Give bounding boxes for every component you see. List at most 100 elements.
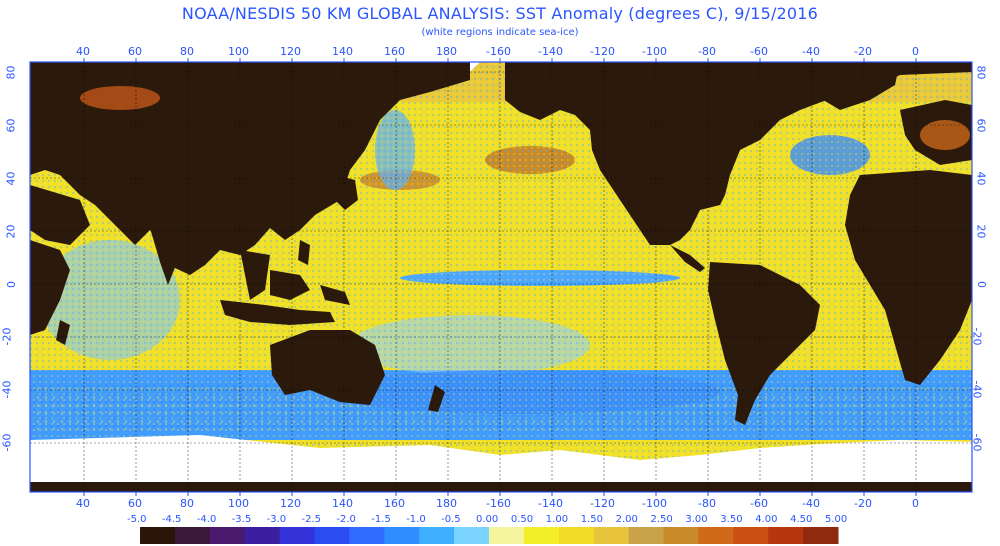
- legend-label: 1.00: [545, 514, 569, 525]
- lat-label-left: -60: [0, 433, 14, 452]
- lon-label-top: 40: [76, 45, 90, 58]
- lon-label-bottom: -100: [642, 497, 667, 510]
- legend-label: -4.5: [161, 514, 182, 525]
- legend-label: -3.5: [231, 514, 252, 525]
- lon-label-top: 160: [384, 45, 405, 58]
- lat-label-right: 80: [974, 65, 988, 80]
- land-masses: [30, 62, 972, 492]
- lon-label-bottom: 180: [436, 497, 457, 510]
- legend-label: -0.5: [441, 514, 461, 525]
- legend-label: 2.50: [650, 514, 673, 525]
- legend-swatch: [733, 527, 769, 544]
- map-title: NOAA/NESDIS 50 KM GLOBAL ANALYSIS: SST A…: [181, 4, 819, 23]
- lat-label-left: 20: [4, 224, 18, 239]
- lon-label-top: -160: [486, 45, 511, 58]
- lat-label-right: 40: [974, 171, 988, 186]
- legend-swatch: [279, 527, 315, 544]
- legend-label: 0.50: [510, 514, 534, 525]
- legend-label: -2.0: [336, 514, 356, 525]
- legend-label: 2.00: [615, 514, 638, 525]
- legend-label: 1.50: [580, 514, 603, 525]
- lat-label-left: -20: [0, 327, 14, 346]
- lon-label-top: 140: [332, 45, 353, 58]
- legend-swatch: [768, 527, 804, 544]
- legend-label: -5.0: [127, 514, 147, 525]
- lon-label-bottom: 40: [76, 497, 90, 510]
- lon-label-top: -40: [802, 45, 820, 58]
- lon-label-bottom: 60: [128, 497, 142, 510]
- legend-swatch: [209, 527, 246, 544]
- lat-label-left: 0: [5, 281, 18, 288]
- legend-swatch: [454, 527, 490, 544]
- lat-label-left: -40: [0, 380, 14, 399]
- lon-label-bottom: -160: [486, 497, 511, 510]
- frame-ticks: [83, 58, 917, 496]
- legend-swatch: [349, 527, 385, 544]
- lat-label-right: 20: [974, 224, 988, 239]
- lat-label-right: -20: [970, 327, 984, 346]
- lat-label-left: 60: [4, 118, 18, 133]
- graticule: [30, 62, 972, 492]
- lon-label-top: 80: [180, 45, 194, 58]
- legend-label: -4.0: [196, 514, 217, 525]
- legend-swatch: [314, 527, 350, 544]
- color-scale-bar: [140, 527, 839, 544]
- lon-label-bottom: 160: [384, 497, 405, 510]
- lon-label-bottom: -60: [750, 497, 768, 510]
- lon-label-top: -80: [698, 45, 716, 58]
- lon-label-top: -100: [642, 45, 667, 58]
- legend-label: 4.50: [790, 514, 813, 525]
- lon-label-bottom: 120: [280, 497, 301, 510]
- legend-swatch: [698, 527, 734, 544]
- legend-swatch: [628, 527, 664, 544]
- lat-label-right: -40: [970, 380, 984, 399]
- legend-swatch: [419, 527, 455, 544]
- lon-label-top: -140: [538, 45, 563, 58]
- legend-label: -2.5: [301, 514, 322, 525]
- lat-label-left: 40: [4, 171, 18, 186]
- legend-swatch: [244, 527, 281, 544]
- legend-label: -3.0: [266, 514, 287, 525]
- lat-label-left: 80: [4, 65, 18, 80]
- lon-label-top: -20: [854, 45, 872, 58]
- lon-label-top: 120: [280, 45, 301, 58]
- lon-label-top: 0: [912, 45, 919, 58]
- legend-label: 4.00: [755, 514, 778, 525]
- ocean-field: [30, 62, 972, 492]
- legend-label: 3.50: [720, 514, 743, 525]
- lat-label-right: -60: [970, 433, 984, 452]
- map-subtitle: (white regions indicate sea-ice): [421, 27, 579, 38]
- legend-swatch: [489, 527, 525, 544]
- lon-label-top: -120: [590, 45, 615, 58]
- lon-label-bottom: -120: [590, 497, 615, 510]
- lon-label-top: 180: [436, 45, 457, 58]
- legend-swatch: [140, 527, 176, 544]
- legend-swatch: [384, 527, 420, 544]
- lon-label-bottom: 0: [912, 497, 919, 510]
- lon-label-bottom: -40: [802, 497, 820, 510]
- lon-label-bottom: 100: [228, 497, 249, 510]
- lon-label-top: 60: [128, 45, 142, 58]
- lon-label-bottom: 80: [180, 497, 194, 510]
- lon-label-bottom: -140: [538, 497, 563, 510]
- lat-label-right: 60: [974, 118, 988, 133]
- lon-label-bottom: 140: [332, 497, 353, 510]
- legend-label: 5.00: [825, 514, 848, 525]
- legend-swatch: [523, 527, 560, 544]
- legend-swatch: [803, 527, 839, 544]
- legend-swatch: [174, 527, 211, 544]
- legend-swatch: [593, 527, 630, 544]
- legend-label: 3.00: [685, 514, 708, 525]
- legend-label: 0.00: [476, 514, 499, 525]
- legend-label: -1.0: [406, 514, 426, 525]
- lon-label-bottom: -20: [854, 497, 872, 510]
- legend-label: -1.5: [371, 514, 391, 525]
- map-frame: [29, 61, 973, 493]
- legend-swatch: [558, 527, 595, 544]
- lon-label-top: -60: [750, 45, 768, 58]
- lon-label-bottom: -80: [698, 497, 716, 510]
- lon-label-top: 100: [228, 45, 249, 58]
- lat-label-right: 0: [975, 281, 988, 288]
- legend-swatch: [663, 527, 699, 544]
